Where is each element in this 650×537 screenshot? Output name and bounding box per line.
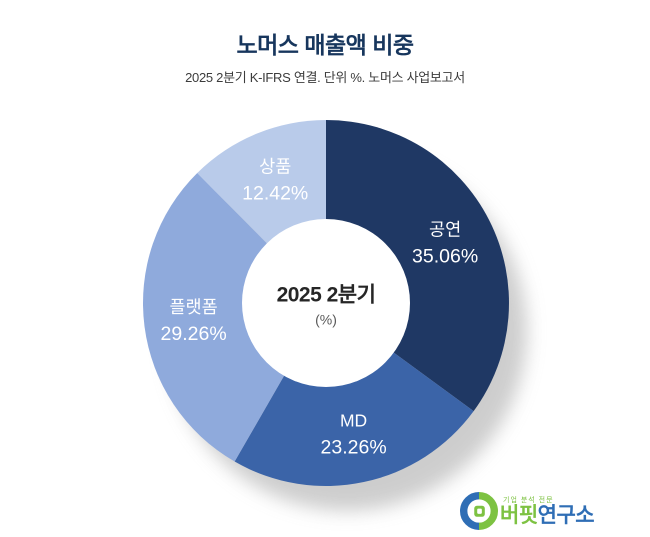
logo-brand-blue: 연구소 [537, 503, 595, 527]
chart-title: 노머스 매출액 비중 [236, 32, 414, 58]
chart-header: 노머스 매출액 비중 2025 2분기 K-IFRS 연결. 단위 %. 노머스… [0, 26, 650, 86]
segment-label-0: 공연 35.06% [412, 220, 478, 268]
segment-label-3: 상품 12.42% [242, 157, 308, 205]
donut-segment-2 [142, 172, 326, 462]
logo-brand-text: 버핏연구소 [500, 503, 595, 527]
donut-segment-0 [326, 120, 509, 412]
segment-label-1: MD 23.26% [321, 411, 387, 459]
logo-tagline: 기업 분석 전문 [503, 496, 554, 504]
donut-segment-1 [234, 303, 474, 486]
buffettlab-logo: 기업 분석 전문 버핏연구소 [460, 492, 595, 530]
logo-brand-green: 버핏 [500, 503, 538, 527]
buffettlab-logo-icon [460, 492, 498, 530]
segment-label-2: 플랫폼 29.26% [161, 297, 227, 345]
donut-hole [242, 219, 410, 387]
chart-subtitle: 2025 2분기 K-IFRS 연결. 단위 %. 노머스 사업보고서 [185, 70, 465, 85]
